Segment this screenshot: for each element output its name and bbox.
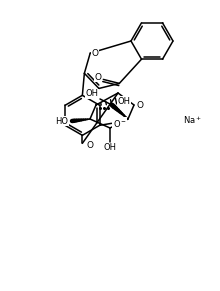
Text: O: O — [136, 100, 143, 109]
Text: OH: OH — [117, 97, 130, 106]
Text: Na$^+$: Na$^+$ — [183, 114, 203, 126]
Text: O$^-$: O$^-$ — [113, 118, 127, 129]
Text: OH: OH — [103, 143, 117, 152]
Text: O: O — [87, 141, 94, 150]
Text: HO: HO — [55, 116, 68, 125]
Text: O: O — [92, 49, 99, 58]
Text: OH: OH — [86, 90, 99, 98]
Text: O: O — [95, 73, 102, 82]
